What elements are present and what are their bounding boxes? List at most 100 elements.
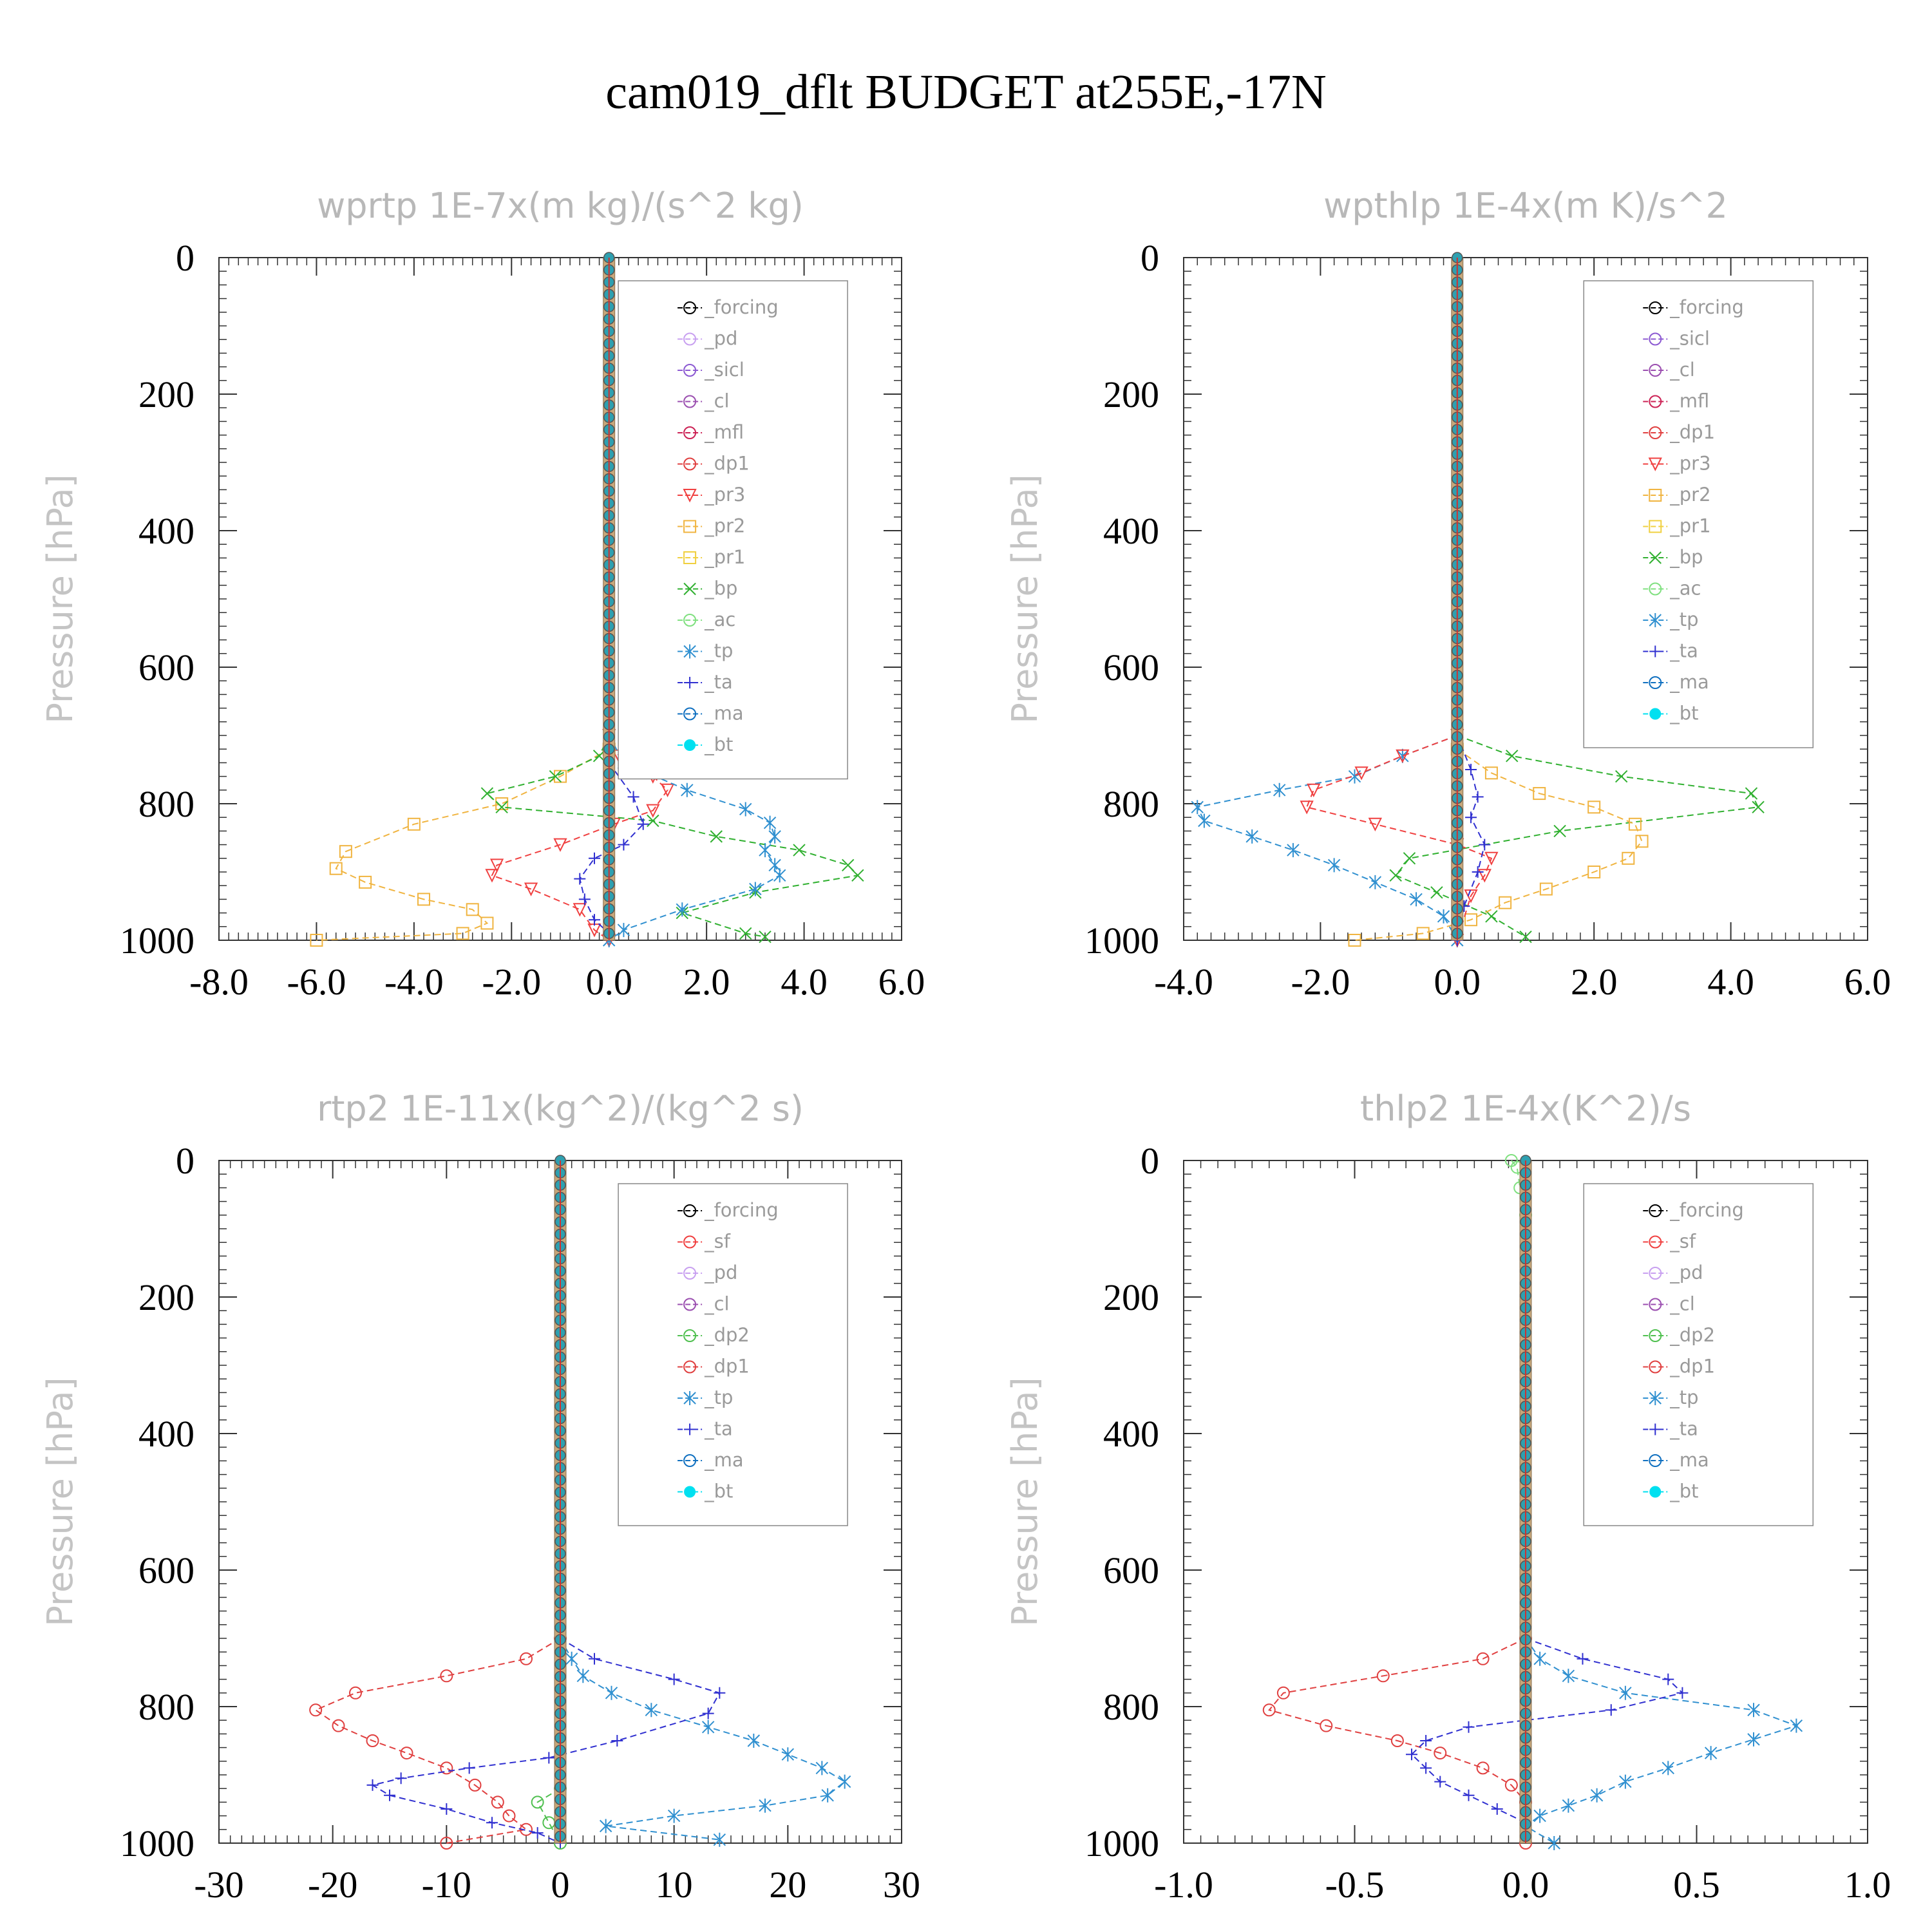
legend-item: _dp1: [1643, 1356, 1715, 1378]
data-marker: [576, 1669, 590, 1683]
legend-item: _bp: [1643, 546, 1703, 568]
legend-item: _bt: [1643, 703, 1699, 724]
data-marker: [1262, 1703, 1276, 1717]
data-marker: [1327, 858, 1341, 873]
data-marker: [684, 677, 696, 688]
legend-label: _dp2: [1669, 1324, 1715, 1346]
data-marker: [683, 301, 697, 314]
legend-item: _dp1: [677, 453, 750, 475]
data-marker: [1649, 551, 1662, 564]
data-marker: [1420, 1762, 1432, 1774]
series-tp: [1191, 728, 1464, 947]
data-marker: [683, 395, 697, 408]
x-tick-label: 4.0: [781, 961, 828, 1003]
y-tick-label: 0: [176, 237, 194, 279]
data-marker: [1635, 835, 1649, 848]
legend-item: _sf: [1643, 1231, 1696, 1253]
legend-label: _dp2: [704, 1324, 750, 1346]
data-marker: [310, 934, 323, 947]
figure-title: cam019_dflt BUDGET at255E,-17N: [605, 65, 1326, 119]
y-axis-label: Pressure [hPa]: [1005, 1377, 1045, 1626]
legend-label: _sf: [704, 1231, 731, 1253]
x-tick-label: 0.0: [585, 961, 632, 1003]
data-marker: [1649, 1235, 1662, 1249]
data-marker: [1307, 783, 1321, 798]
data-marker: [851, 869, 864, 882]
y-tick-label: 200: [1103, 1276, 1159, 1318]
data-marker: [1533, 787, 1546, 800]
y-tick-label: 400: [138, 1413, 194, 1455]
data-marker: [701, 1719, 715, 1734]
legend-label: _sf: [1669, 1231, 1696, 1253]
legend-item: _pr3: [1643, 453, 1711, 475]
legend-item: _forcing: [1643, 296, 1744, 318]
series-pr2: [1348, 743, 1649, 947]
chart-panels: wprtp 1E-7x(m kg)/(s^2 kg) Pressure [hPa]…: [40, 185, 1891, 1906]
data-marker: [1410, 892, 1423, 907]
data-marker: [1649, 426, 1662, 439]
data-marker: [1472, 866, 1484, 878]
data-marker: [683, 644, 696, 659]
data-marker: [554, 770, 567, 783]
data-marker: [1368, 817, 1382, 832]
legend-label: _mfl: [1669, 390, 1709, 412]
x-tick-label: 30: [883, 1864, 920, 1906]
legend-label: _bp: [704, 578, 737, 600]
data-marker: [1619, 1774, 1632, 1789]
data-marker: [578, 893, 591, 905]
legend-label: _pr3: [1669, 453, 1710, 475]
legend-item: _ac: [1643, 578, 1701, 600]
series-ta: [1406, 1633, 1689, 1829]
data-marker: [1348, 934, 1361, 947]
legend-label: _dp1: [1669, 1356, 1715, 1378]
data-marker: [1649, 645, 1662, 658]
data-marker: [815, 1761, 829, 1776]
data-marker: [1562, 1798, 1575, 1813]
data-marker: [574, 873, 586, 885]
data-marker: [660, 783, 675, 798]
x-tick-label: 1.0: [1844, 1864, 1891, 1906]
legend-label: _tp: [704, 640, 733, 662]
data-marker: [683, 332, 697, 346]
data-marker: [1649, 582, 1662, 596]
data-marker: [1662, 1761, 1674, 1776]
data-marker: [407, 817, 421, 831]
legend-label: _bt: [1669, 703, 1698, 724]
legend-label: _ta: [1669, 640, 1698, 662]
legend-label: _forcing: [704, 1199, 779, 1221]
y-tick-label: 200: [1103, 374, 1159, 415]
data-marker: [1320, 1719, 1333, 1732]
data-marker: [683, 457, 697, 471]
legend-label: _bt: [704, 734, 733, 755]
data-marker: [1649, 301, 1662, 314]
data-marker: [683, 1391, 696, 1405]
series-dp1: [309, 1632, 567, 1850]
legend-item: _cl: [1643, 1293, 1695, 1315]
legend-label: _cl: [1669, 1293, 1695, 1315]
data-marker: [763, 815, 777, 830]
legend-label: _bt: [704, 1481, 733, 1502]
data-marker: [440, 1761, 453, 1775]
panel-title: rtp2 1E-11x(kg^2)/(kg^2 s): [317, 1088, 804, 1129]
legend-label: _sicl: [1669, 328, 1710, 350]
data-marker: [668, 1673, 680, 1685]
data-marker: [1477, 869, 1492, 883]
data-marker: [1649, 613, 1662, 627]
data-marker: [1562, 1669, 1575, 1683]
legend-item: _pd: [677, 328, 737, 350]
data-marker: [531, 1827, 544, 1839]
data-marker: [739, 927, 752, 940]
y-tick-label: 1000: [120, 920, 194, 961]
data-marker: [838, 1774, 851, 1789]
data-marker: [1504, 1778, 1518, 1792]
data-marker: [366, 1779, 379, 1791]
data-marker: [683, 707, 697, 721]
data-marker: [589, 914, 600, 926]
data-marker: [1472, 791, 1484, 803]
data-marker: [466, 903, 479, 916]
series-line: [560, 1638, 846, 1841]
legend-item: _bt: [1643, 1481, 1699, 1502]
data-marker: [1484, 766, 1498, 780]
data-marker: [480, 787, 494, 800]
data-marker: [1649, 676, 1662, 689]
